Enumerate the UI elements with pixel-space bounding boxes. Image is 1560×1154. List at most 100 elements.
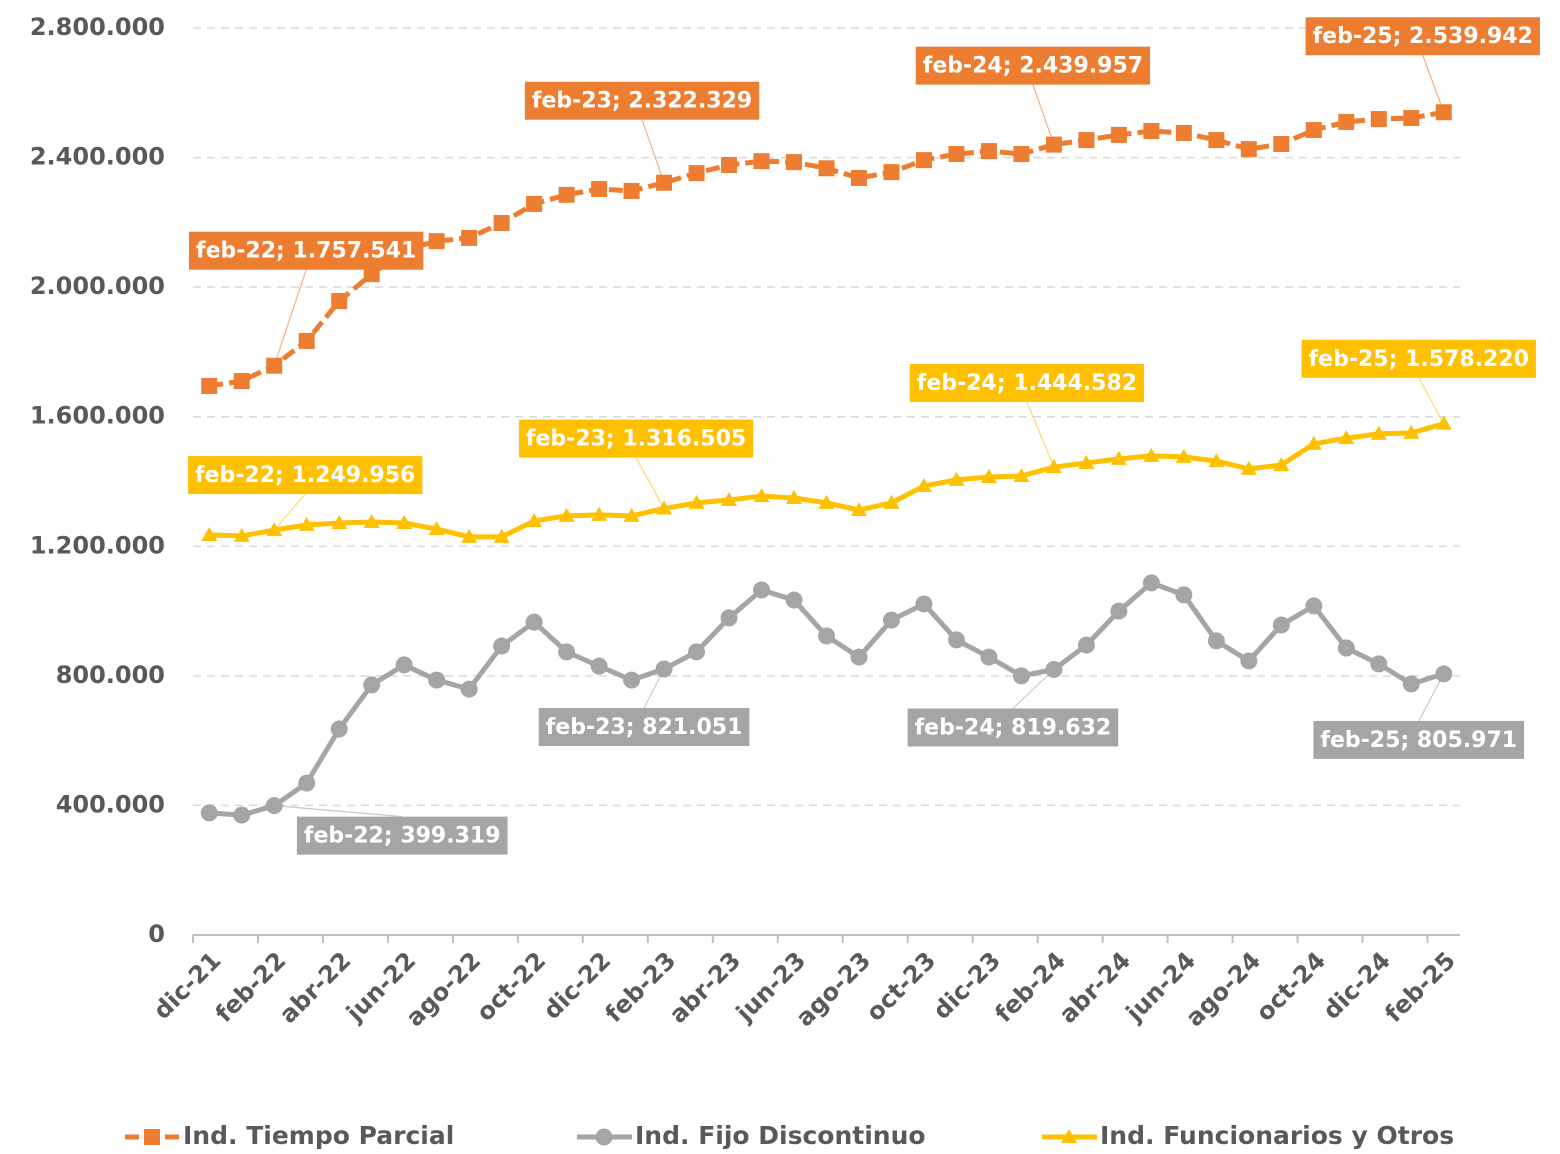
data-label-box [524, 81, 760, 120]
marker [818, 494, 835, 509]
data-label-text: feb-22; 1.757.541 [196, 239, 416, 264]
leader-line [635, 457, 665, 509]
marker [688, 165, 705, 182]
marker [1338, 113, 1355, 130]
series-line [209, 580, 1445, 818]
legend-label: Ind. Funcionarios y Otros [1100, 1121, 1454, 1150]
y-tick-label: 0 [148, 920, 165, 948]
marker [298, 516, 315, 531]
data-label: feb-24; 2.439.957 [915, 46, 1151, 85]
legend-marker [1061, 1129, 1077, 1143]
y-tick-label: 1.600.000 [30, 402, 165, 430]
marker [980, 468, 997, 483]
marker [591, 180, 608, 197]
x-tick-label: oct-23 [861, 946, 941, 1026]
data-label-box [189, 231, 424, 270]
marker [590, 657, 608, 675]
data-label-box [907, 708, 1119, 747]
data-label-box [538, 708, 750, 747]
leader-line [273, 493, 306, 531]
marker [1078, 132, 1095, 149]
leader-line [273, 269, 307, 366]
leader-line [641, 119, 665, 183]
marker [1403, 110, 1420, 127]
marker [1012, 667, 1030, 685]
marker [363, 266, 380, 283]
marker [1175, 448, 1192, 463]
x-tick-label: feb-23 [600, 946, 682, 1028]
data-label: feb-23; 821.051 [538, 708, 750, 747]
data-label-text: feb-24; 1.444.582 [917, 371, 1137, 396]
marker [1143, 123, 1160, 140]
marker [1175, 586, 1193, 604]
data-label-text: feb-24; 819.632 [915, 715, 1112, 740]
y-tick-label: 2.400.000 [30, 143, 165, 171]
y-tick-label: 1.200.000 [30, 531, 165, 559]
marker [1013, 146, 1030, 163]
marker [721, 491, 738, 506]
marker [558, 643, 576, 661]
marker [1143, 447, 1160, 462]
marker [818, 627, 835, 645]
x-tick-label: abr-24 [1054, 946, 1136, 1028]
data-label-text: feb-22; 1.249.956 [195, 463, 415, 488]
x-tick-label: abr-22 [274, 946, 356, 1028]
data-label: feb-22; 1.757.541 [189, 231, 424, 270]
marker [850, 502, 867, 517]
marker [915, 478, 932, 493]
marker [428, 671, 446, 689]
data-label-box [518, 419, 754, 458]
marker [331, 514, 348, 529]
marker [1402, 675, 1420, 693]
marker [526, 513, 543, 528]
marker [1240, 652, 1258, 670]
legend-label: Ind. Fijo Discontinuo [635, 1121, 926, 1150]
leader-line [1422, 55, 1445, 113]
marker [688, 494, 705, 509]
marker [591, 506, 608, 521]
data-label: feb-22; 399.319 [296, 816, 508, 855]
legend-label: Ind. Tiempo Parcial [183, 1121, 454, 1150]
data-label-box [1313, 720, 1525, 759]
x-tick-label: abr-23 [664, 946, 746, 1028]
marker [948, 471, 965, 486]
marker [428, 521, 445, 536]
x-tick-label: oct-24 [1251, 946, 1331, 1026]
y-tick-label: 800.000 [56, 661, 165, 689]
leader-line [1032, 84, 1055, 145]
marker [721, 157, 738, 174]
marker [1273, 456, 1290, 471]
marker [1240, 460, 1257, 475]
x-tick-label: feb-22 [210, 946, 292, 1028]
data-label: feb-25; 1.578.220 [1301, 339, 1536, 378]
marker [461, 229, 478, 246]
marker [850, 648, 868, 666]
marker [980, 648, 998, 666]
marker [947, 631, 965, 649]
marker [1142, 574, 1160, 592]
data-label-text: feb-23; 2.322.329 [532, 89, 752, 114]
marker [623, 182, 640, 199]
marker [461, 528, 478, 543]
data-label-box [296, 816, 508, 855]
marker [753, 488, 770, 503]
marker [460, 680, 478, 698]
leader-line [643, 668, 665, 709]
marker [883, 494, 900, 509]
marker [623, 671, 641, 689]
legend-marker [595, 1128, 613, 1146]
marker [720, 609, 738, 627]
marker [1370, 111, 1387, 128]
marker [233, 373, 250, 390]
marker [883, 164, 900, 181]
data-label-text: feb-23; 821.051 [546, 715, 743, 740]
marker [363, 676, 381, 694]
legend-marker [144, 1129, 160, 1145]
marker [526, 195, 543, 212]
y-tick-label: 2.000.000 [30, 272, 165, 300]
marker [525, 613, 543, 631]
marker [558, 507, 575, 522]
marker [395, 656, 413, 674]
marker [330, 720, 348, 738]
marker [850, 169, 867, 186]
